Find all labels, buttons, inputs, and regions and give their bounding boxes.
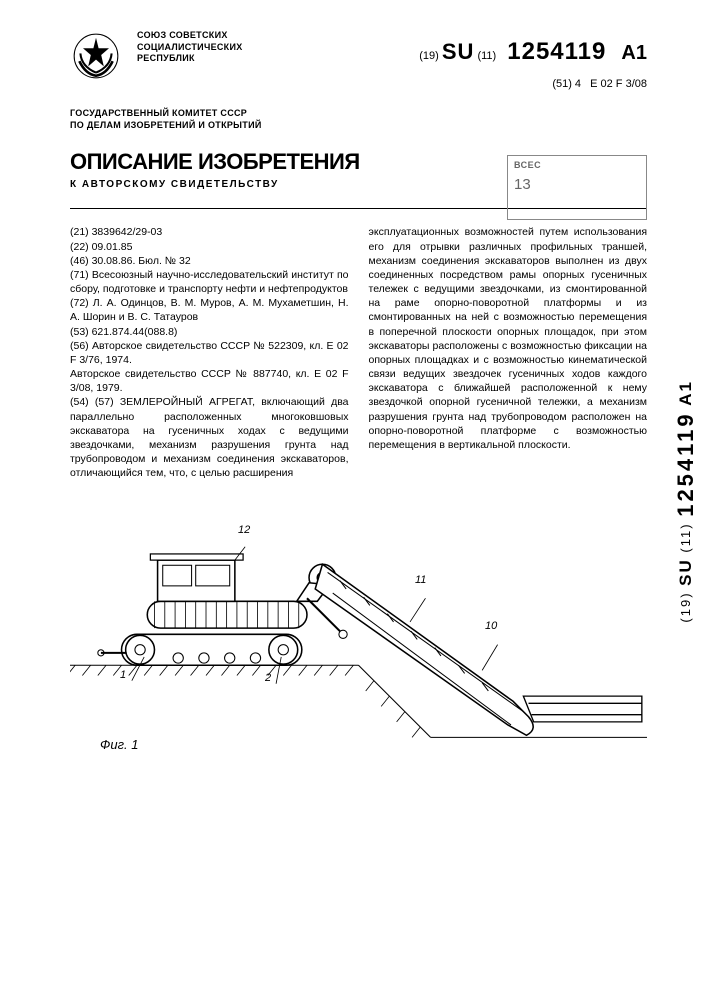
callout-2: 2 xyxy=(265,672,271,684)
country-code: SU xyxy=(442,39,475,64)
abstract-columns: (21) 3839642/29-03 (22) 09.01.85 (46) 30… xyxy=(70,225,647,480)
right-column-text: эксплуатационных возможностей путем испо… xyxy=(369,225,648,452)
prefix-19: (19) xyxy=(419,50,439,62)
side-country: SU xyxy=(676,558,695,586)
ipc-code: (51) 4 E 02 F 3/08 xyxy=(552,78,647,90)
doc-codes: (19) SU (11) 1254119 A1 xyxy=(419,38,647,66)
callout-1: 1 xyxy=(120,669,126,681)
ussr-emblem-icon xyxy=(70,30,122,82)
callout-11: 11 xyxy=(415,574,426,586)
callout-10: 10 xyxy=(485,620,497,632)
committee-name: ГОСУДАРСТВЕННЫЙ КОМИТЕТ СССР ПО ДЕЛАМ ИЗ… xyxy=(70,108,647,131)
doc-number: 1254119 xyxy=(507,38,606,65)
right-column: эксплуатационных возможностей путем испо… xyxy=(369,225,648,480)
side-prefix-11: (11) xyxy=(678,522,693,552)
stamp-number: 13 xyxy=(514,176,640,193)
figure-1: 1 2 12 11 10 Фиг. 1 xyxy=(70,494,647,754)
stamp-header: ВСЕС xyxy=(514,160,640,170)
side-prefix-19: (19) xyxy=(678,591,693,622)
left-column-text: (21) 3839642/29-03 (22) 09.01.85 (46) 30… xyxy=(70,225,349,480)
left-column: (21) 3839642/29-03 (22) 09.01.85 (46) 30… xyxy=(70,225,349,480)
kind-code: A1 xyxy=(621,42,647,64)
side-doc-code: (19) SU (11) 1254119 A1 xyxy=(673,380,699,623)
figure-label: Фиг. 1 xyxy=(100,737,138,752)
union-name: СОЮЗ СОВЕТСКИХ СОЦИАЛИСТИЧЕСКИХ РЕСПУБЛИ… xyxy=(137,30,243,65)
side-kind: A1 xyxy=(676,380,695,406)
registration-stamp: ВСЕС 13 xyxy=(507,155,647,220)
ipc-prefix: (51) 4 xyxy=(552,78,581,90)
ipc-value: E 02 F 3/08 xyxy=(590,78,647,90)
side-number: 1254119 xyxy=(673,411,698,516)
excavator-drawing xyxy=(70,494,647,754)
callout-12: 12 xyxy=(238,524,250,536)
prefix-11: (11) xyxy=(477,50,496,62)
